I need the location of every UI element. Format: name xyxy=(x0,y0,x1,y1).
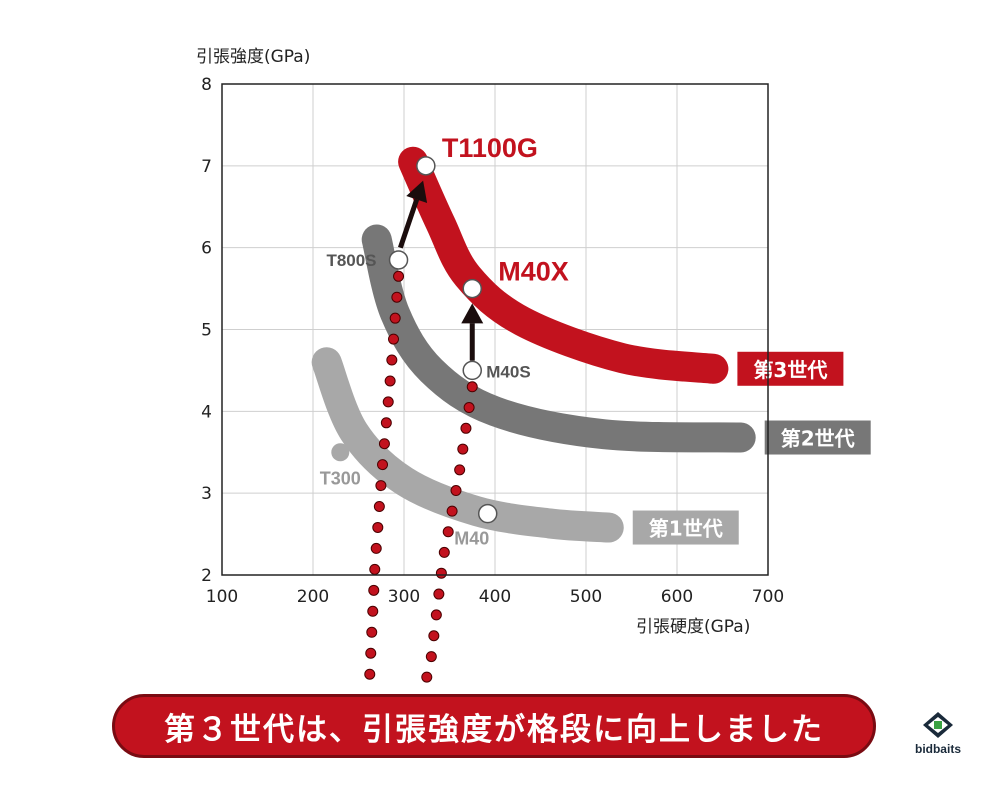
generation-labels: 第1世代 第2世代 第3世代 xyxy=(632,351,871,545)
dotted-path-2-dot-13 xyxy=(425,651,437,663)
generation-label-box-2 xyxy=(764,420,871,455)
dotted-path-2-dot-7 xyxy=(442,526,454,538)
generation-label-box-3 xyxy=(737,351,844,386)
dotted-path-1-dot-7 xyxy=(380,417,392,429)
y-axis-title: 引張強度(GPa) xyxy=(196,47,310,67)
generation-label-1: 第1世代 xyxy=(649,517,723,541)
point-label-M40: M40 xyxy=(454,529,489,549)
y-tick-label-5: 5 xyxy=(201,321,212,341)
dotted-path-1-dot-9 xyxy=(377,459,389,471)
x-tick-label-500: 500 xyxy=(570,587,602,607)
point-label-T300: T300 xyxy=(320,468,361,488)
dotted-path-2-dot-10 xyxy=(433,588,445,600)
point-label-T800S: T800S xyxy=(326,251,376,270)
dotted-path-2-dot-12 xyxy=(428,630,440,642)
dotted-path-1-dot-3 xyxy=(388,333,400,345)
arrow-shaft-1 xyxy=(397,198,420,249)
point-M40X xyxy=(462,278,482,299)
dotted-path-1-dot-6 xyxy=(382,396,394,408)
arrows xyxy=(397,180,484,361)
dotted-path-2-dot-8 xyxy=(438,546,450,558)
arrow-head-2 xyxy=(461,303,484,324)
x-tick-label-200: 200 xyxy=(297,587,329,607)
dotted-path-1-dot-17 xyxy=(366,626,378,638)
plot-frame xyxy=(221,83,769,576)
dotted-path-1-dot-15 xyxy=(368,584,380,596)
banner-text: 第３世代は、引張強度が格段に向上しました xyxy=(164,711,824,748)
dotted-path-2-dot-11 xyxy=(430,609,442,621)
generation-bands xyxy=(311,146,756,543)
dotted-path-2-dot-9 xyxy=(435,567,447,579)
y-tick-label-6: 6 xyxy=(201,239,212,259)
point-T800S xyxy=(388,250,409,270)
dotted-path-1-dot-14 xyxy=(369,563,381,575)
dotted-path-2-dot-4 xyxy=(454,464,466,476)
point-M40 xyxy=(477,503,498,524)
x-axis-title: 引張硬度(GPa) xyxy=(636,617,750,637)
dotted-path-2-dot-0 xyxy=(466,381,478,393)
x-tick-label-600: 600 xyxy=(661,587,693,607)
generation-band-3 xyxy=(398,146,729,384)
point-T300 xyxy=(331,443,350,462)
dotted-path-1-dot-4 xyxy=(386,354,398,366)
x-tick-label-700: 700 xyxy=(752,587,784,607)
generation-label-3: 第3世代 xyxy=(753,358,827,382)
fiber-points: T300 M40 T800S M40S T1100G M40X xyxy=(320,133,569,549)
logo-icon xyxy=(923,712,953,738)
dotted-path-1-dot-19 xyxy=(364,668,376,680)
tick-labels: 100 200 300 400 500 600 700 2 3 4 5 6 7 8 xyxy=(201,75,784,607)
dotted-path-1-dot-18 xyxy=(365,647,377,659)
arrow-head-1 xyxy=(406,180,428,204)
dotted-path-2-dot-1 xyxy=(463,402,475,414)
y-tick-label-8: 8 xyxy=(201,75,212,95)
generation-label-box-1 xyxy=(632,510,739,545)
dotted-path-1-dot-10 xyxy=(375,480,387,492)
dotted-path-2-dot-6 xyxy=(446,505,458,517)
x-tick-label-100: 100 xyxy=(206,587,238,607)
dotted-path-1-dot-5 xyxy=(384,375,396,387)
logo-text: bidbaits xyxy=(914,742,961,756)
point-label-M40S: M40S xyxy=(486,362,530,381)
dotted-paths xyxy=(364,270,478,683)
y-tick-label-7: 7 xyxy=(201,157,212,177)
dotted-path-2-dot-2 xyxy=(460,422,472,434)
summary-banner: 第３世代は、引張強度が格段に向上しました xyxy=(112,694,876,758)
point-T1100G xyxy=(416,156,436,176)
dotted-path-2-dot-3 xyxy=(457,443,469,455)
dotted-path-1-dot-11 xyxy=(373,501,385,513)
point-M40S xyxy=(462,360,482,381)
point-label-T1100G: T1100G xyxy=(442,133,538,163)
dotted-path-1-dot-0 xyxy=(393,270,405,282)
dotted-path-1-dot-12 xyxy=(372,521,384,533)
x-tick-label-400: 400 xyxy=(479,587,511,607)
x-tick-label-300: 300 xyxy=(388,587,420,607)
dotted-path-1-dot-16 xyxy=(367,605,379,617)
generation-label-2: 第2世代 xyxy=(781,427,855,451)
dotted-path-2-dot-5 xyxy=(450,485,462,497)
dotted-path-2-dot-14 xyxy=(421,671,433,683)
bidbaits-logo: bidbaits xyxy=(908,712,968,756)
y-tick-label-4: 4 xyxy=(201,402,212,422)
generation-band-1 xyxy=(311,347,624,543)
dotted-path-1-dot-13 xyxy=(370,542,382,554)
dotted-path-1-dot-2 xyxy=(389,312,401,324)
y-tick-label-2: 2 xyxy=(201,566,212,586)
point-label-M40X: M40X xyxy=(498,257,569,287)
y-tick-label-3: 3 xyxy=(201,484,212,504)
dotted-path-1-dot-1 xyxy=(391,291,403,303)
dotted-path-1-dot-8 xyxy=(378,438,390,450)
